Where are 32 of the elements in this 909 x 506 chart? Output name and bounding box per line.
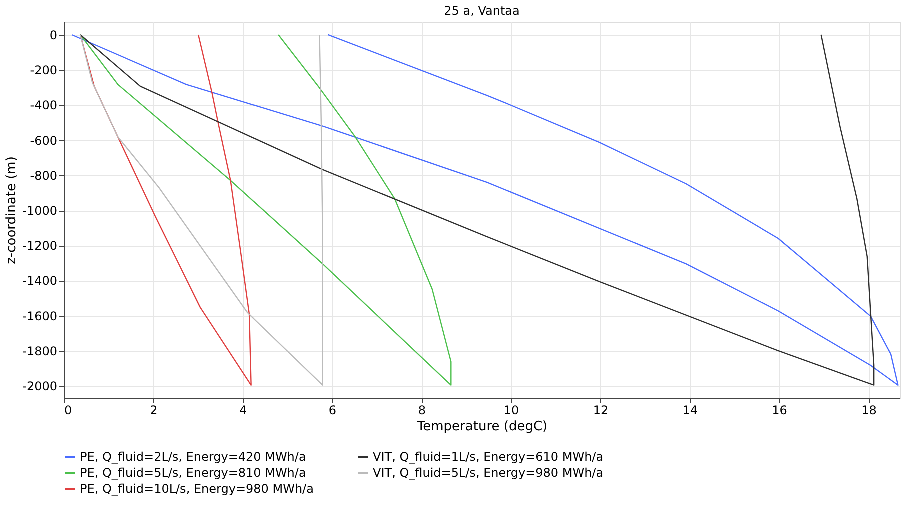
line-series bbox=[80, 34, 324, 386]
chart-title: 25 a, Vantaa bbox=[444, 4, 520, 18]
line-series bbox=[80, 34, 452, 386]
x-tick-label: 2 bbox=[150, 404, 158, 418]
y-tick-label: -2000 bbox=[22, 380, 58, 394]
y-tick-label: -1000 bbox=[22, 204, 58, 218]
y-tick-label: -1800 bbox=[22, 344, 58, 358]
y-tick-label: -1400 bbox=[22, 274, 58, 288]
y-tick-label: -800 bbox=[30, 168, 58, 183]
y-tick-label: -400 bbox=[30, 98, 58, 113]
x-tick-label: 16 bbox=[772, 404, 788, 418]
x-tick-label: 18 bbox=[862, 404, 877, 418]
legend-label: PE, Q_fluid=10L/s, Energy=980 MWh/a bbox=[80, 482, 314, 496]
y-tick-label: -600 bbox=[30, 134, 58, 148]
x-tick-label: 10 bbox=[504, 404, 520, 418]
legend-label: PE, Q_fluid=5L/s, Energy=810 MWh/a bbox=[80, 466, 306, 480]
legend-label: VIT, Q_fluid=1L/s, Energy=610 MWh/a bbox=[373, 450, 604, 464]
x-tick-label: 4 bbox=[240, 404, 248, 418]
y-axis-title: z-coordinate (m) bbox=[4, 156, 20, 264]
y-tick-label: 0 bbox=[50, 28, 58, 42]
x-tick-label: 6 bbox=[328, 404, 337, 418]
x-tick-label: 8 bbox=[418, 404, 426, 418]
line-series bbox=[80, 34, 252, 386]
x-tick-label: 12 bbox=[593, 404, 609, 418]
legend-label: VIT, Q_fluid=5L/s, Energy=980 MWh/a bbox=[373, 466, 604, 480]
legend-label: PE, Q_fluid=2L/s, Energy=420 MWh/a bbox=[80, 450, 306, 464]
y-tick-label: -200 bbox=[30, 64, 58, 78]
x-tick-label: 14 bbox=[682, 404, 698, 418]
x-tick-label: 0 bbox=[64, 404, 72, 418]
y-tick-label: -1200 bbox=[22, 239, 58, 254]
y-tick-label: -1600 bbox=[22, 309, 58, 324]
x-axis-title: Temperature (degC) bbox=[416, 420, 548, 434]
